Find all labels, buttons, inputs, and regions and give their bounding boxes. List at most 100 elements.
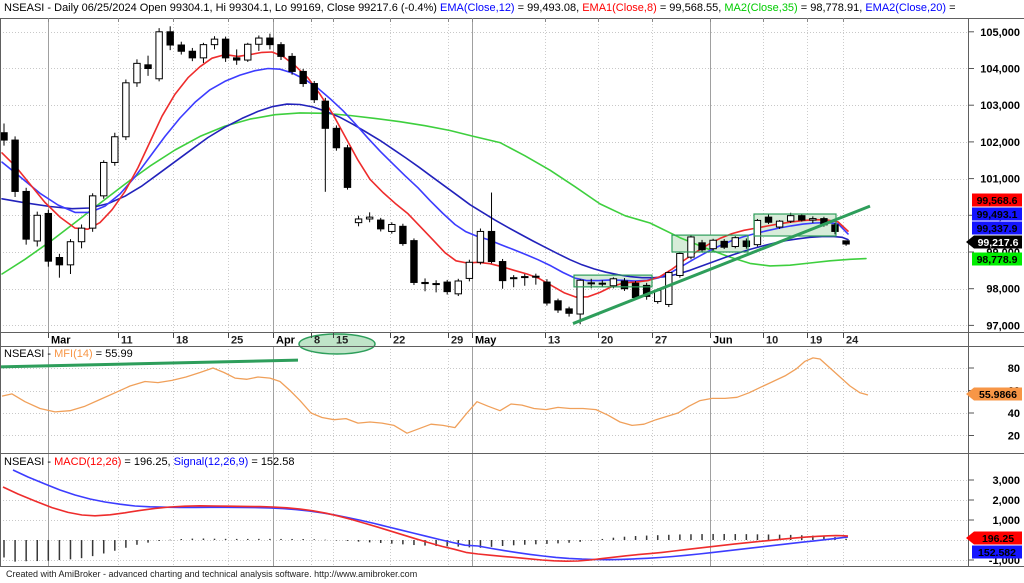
candle[interactable] [299, 68, 307, 87]
title-segment-4: = 99,568.55, [656, 2, 725, 14]
histogram-bar [701, 534, 703, 540]
value-callout: 152.582 [972, 545, 1022, 559]
histogram-bar [36, 540, 38, 562]
callout-value: 99,568.6 [977, 195, 1018, 207]
annotation-box-outline[interactable] [671, 234, 749, 253]
candle[interactable] [842, 240, 850, 246]
candle[interactable] [210, 36, 219, 50]
candle[interactable] [22, 187, 30, 245]
candle[interactable] [498, 258, 507, 289]
macd-title-segment-4: = 152.58 [248, 456, 295, 468]
histogram-bar [125, 540, 127, 548]
candle[interactable] [343, 144, 352, 190]
candle[interactable] [620, 278, 629, 291]
candle[interactable] [55, 253, 64, 278]
candle[interactable] [731, 236, 739, 249]
histogram-bar [546, 540, 548, 544]
candle[interactable] [155, 28, 163, 82]
candle[interactable] [421, 278, 429, 292]
candle[interactable] [532, 273, 540, 285]
x-tick-label: 27 [655, 335, 667, 347]
candle[interactable] [465, 259, 474, 282]
candle[interactable] [277, 42, 285, 61]
candle[interactable] [111, 132, 119, 166]
histogram-bar [335, 540, 338, 541]
callout-value: 99,217.6 [978, 237, 1019, 249]
candle[interactable] [33, 211, 41, 247]
candle[interactable] [144, 55, 152, 76]
x-tick-label: 20 [601, 335, 613, 347]
candle[interactable] [665, 271, 673, 308]
candle[interactable] [775, 220, 784, 229]
histogram-bar [612, 537, 615, 540]
candle[interactable] [642, 282, 651, 300]
x-tick-label: 19 [810, 335, 822, 347]
candle[interactable] [177, 41, 185, 55]
candle[interactable] [88, 193, 97, 232]
candle[interactable] [432, 280, 440, 293]
value-callout: 99,337.9 [972, 221, 1022, 235]
candle[interactable] [332, 125, 341, 151]
candle[interactable] [521, 274, 529, 286]
candle[interactable] [199, 42, 208, 63]
candle[interactable] [77, 224, 86, 249]
candle[interactable] [266, 33, 274, 50]
candle[interactable] [454, 278, 462, 297]
annotation-ellipse[interactable] [298, 333, 376, 355]
candle[interactable] [11, 136, 19, 197]
candle[interactable] [410, 238, 418, 286]
candle[interactable] [565, 306, 573, 317]
candle[interactable] [598, 280, 607, 287]
candle[interactable] [188, 47, 197, 62]
candle[interactable] [698, 239, 706, 252]
candle[interactable] [133, 59, 141, 87]
candle[interactable] [764, 214, 773, 225]
candle[interactable] [753, 218, 762, 247]
candle[interactable] [321, 97, 330, 192]
candle[interactable] [255, 35, 263, 51]
candle[interactable] [687, 235, 695, 260]
candle[interactable] [166, 26, 174, 51]
trendline[interactable] [572, 204, 871, 325]
candle[interactable] [122, 79, 130, 141]
histogram-bar [379, 540, 382, 543]
histogram-bar [58, 540, 61, 561]
candle[interactable] [487, 192, 496, 264]
candle[interactable] [354, 215, 363, 227]
candle[interactable] [554, 298, 562, 313]
candle[interactable] [66, 239, 75, 275]
candle[interactable] [100, 160, 108, 199]
value-callout: 99,217.6 [966, 235, 1022, 249]
annotation-box-outline[interactable] [753, 213, 837, 237]
mfi-trendline[interactable] [0, 358, 299, 369]
candle[interactable] [365, 212, 374, 223]
candle[interactable] [310, 80, 318, 103]
candle[interactable] [576, 279, 584, 325]
candle[interactable] [809, 216, 817, 224]
candle[interactable] [44, 209, 53, 267]
candle[interactable] [720, 239, 728, 250]
candle[interactable] [377, 217, 385, 232]
candle[interactable] [676, 251, 684, 278]
candle[interactable] [742, 238, 751, 249]
candle[interactable] [244, 42, 252, 62]
candle[interactable] [831, 223, 839, 235]
histogram-bar [258, 538, 260, 540]
candle[interactable] [476, 228, 485, 265]
candle[interactable] [221, 36, 230, 62]
histogram-bar [291, 538, 293, 540]
candle[interactable] [509, 275, 518, 288]
candle[interactable] [232, 49, 241, 65]
candle[interactable] [399, 223, 407, 246]
candle[interactable] [709, 238, 717, 251]
candle[interactable] [443, 279, 451, 295]
panel-borders [0, 18, 1024, 567]
annotation-box-outline[interactable] [573, 274, 653, 288]
candle[interactable] [388, 222, 396, 234]
candle[interactable] [543, 279, 551, 306]
histogram-bar [114, 540, 116, 551]
candle[interactable] [798, 214, 806, 222]
mfi-title-segment-2: = 55.99 [92, 348, 133, 360]
candle[interactable] [288, 53, 296, 75]
